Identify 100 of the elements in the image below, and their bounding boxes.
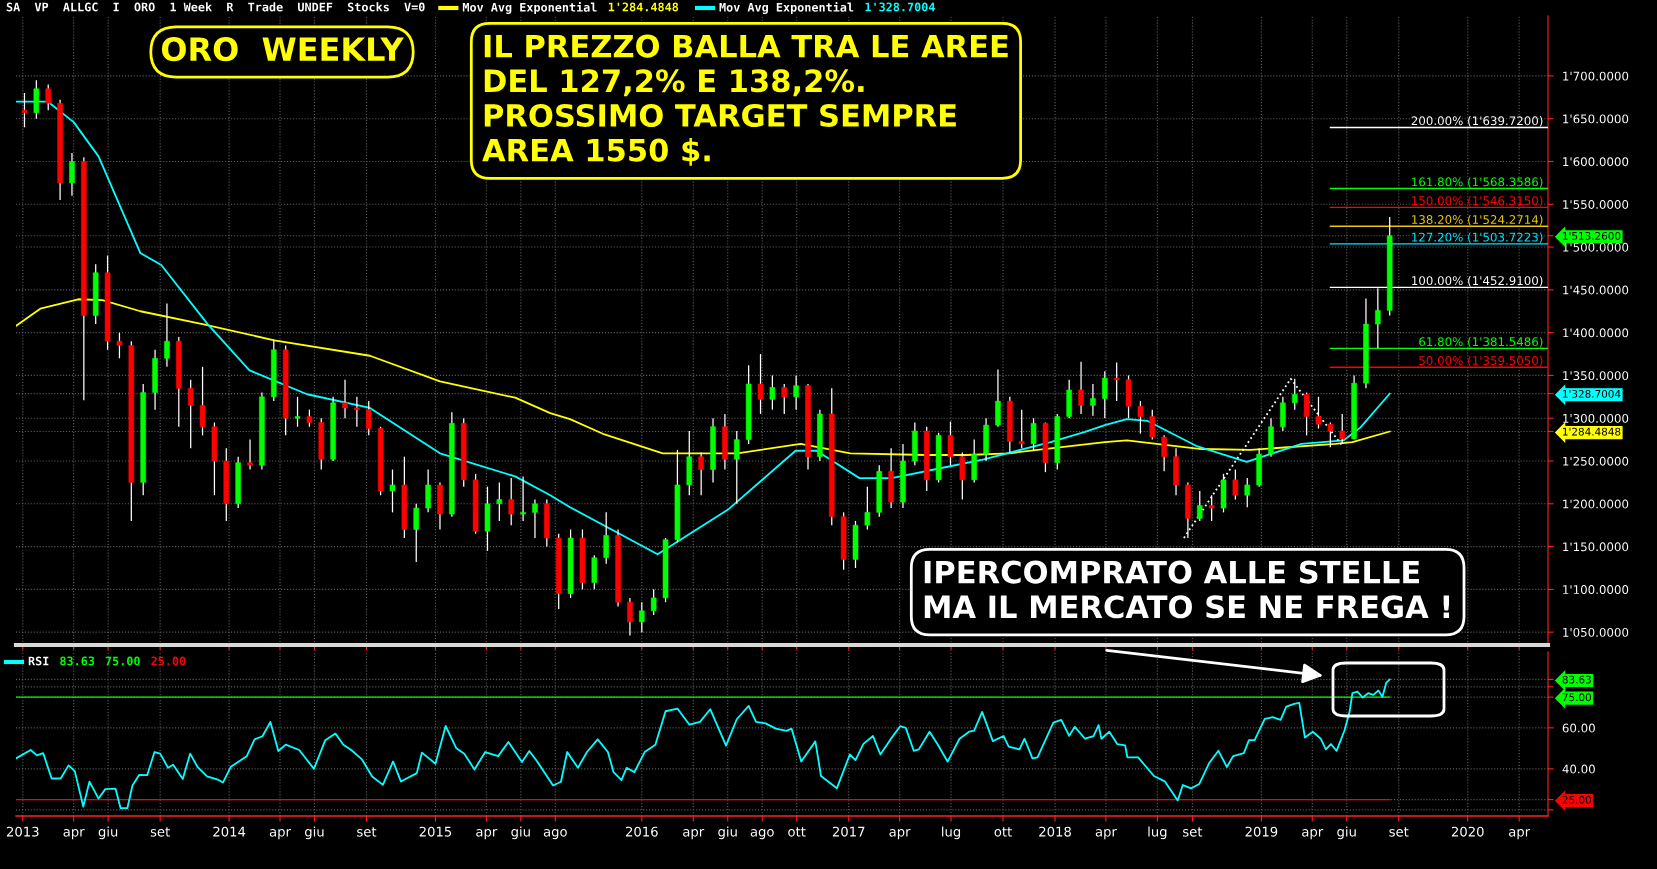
candlestick [342, 379, 348, 419]
candlestick [1030, 417, 1037, 452]
candlestick [354, 396, 360, 428]
legend-label: Mov Avg Exponential [719, 1, 854, 15]
x-tick-label: 2018 [1039, 826, 1071, 837]
y-tick-label: 1'200.0000 [1563, 499, 1629, 509]
candlestick [959, 451, 966, 501]
candlestick [164, 302, 170, 368]
candlestick [1244, 477, 1251, 508]
x-tick-label: 2016 [625, 826, 658, 837]
candlestick [116, 332, 123, 359]
annotation: IL PREZZO BALLA TRA LE AREE DEL 127,2% E 138,2%. PROSSIMO TARGET SEMPRE AREA 1550 $. [482, 34, 1008, 166]
candlestick [781, 383, 788, 415]
x-tick-label: apr [683, 829, 705, 840]
candlestick [995, 368, 1001, 428]
y-tick-label: 1'050.0000 [1563, 627, 1629, 637]
candlestick [247, 438, 253, 471]
text: ORO WEEKLY [161, 37, 404, 62]
candlestick [793, 374, 799, 411]
candlestick [1280, 396, 1286, 432]
x-tick-label: lug [942, 826, 961, 840]
x-tick-label: ago [750, 829, 774, 840]
legend-label: RSI [28, 656, 49, 666]
text: 25.00 [151, 656, 186, 666]
candlestick [1102, 370, 1108, 419]
candlestick [1161, 434, 1167, 472]
x-tick-label: ott [994, 827, 1012, 837]
x-tick-label: apr [1302, 829, 1324, 840]
ref-line-label: 138.20% (1'524.2714) [1412, 214, 1543, 226]
candlestick [21, 92, 28, 128]
candlestick [1303, 391, 1310, 436]
candlestick [425, 468, 431, 513]
candlestick [508, 477, 514, 526]
x-tick-label: apr [1095, 829, 1117, 840]
candlestick [520, 475, 526, 522]
candlestick [45, 83, 51, 111]
y-tick-label: 1'284.4848 [1563, 427, 1621, 436]
candlestick [639, 601, 645, 633]
candlestick [1232, 468, 1239, 501]
candlestick [1078, 361, 1084, 415]
x-tick-label: ago [543, 829, 567, 840]
x-tick-label: 2014 [213, 826, 246, 837]
candlestick [947, 421, 954, 466]
y-tick-label: 1'550.0000 [1563, 200, 1629, 209]
x-tick-label: lug [1148, 826, 1167, 840]
x-tick-label: set [1183, 827, 1203, 837]
candlestick [603, 511, 609, 565]
x-tick-label: apr [889, 829, 911, 840]
x-tick-label: 2020 [1451, 826, 1484, 837]
x-tick-label: set [1389, 827, 1409, 837]
y-tick-label: 25.00 [1562, 795, 1592, 804]
candlestick [1196, 490, 1203, 522]
candlestick [33, 79, 40, 120]
candlestick [627, 597, 633, 637]
x-tick-label: ott [788, 827, 806, 837]
candlestick [1315, 396, 1322, 430]
candlestick [496, 481, 503, 522]
candlestick [1090, 383, 1096, 417]
legend-label: Mov Avg Exponential [462, 1, 597, 15]
x-tick-label: 2019 [1245, 826, 1278, 837]
x-tick-label: set [150, 827, 170, 837]
candlestick [532, 498, 538, 539]
candlestick [698, 451, 704, 496]
y-tick-label: 1'150.0000 [1563, 542, 1629, 552]
x-tick-label: 2013 [6, 826, 39, 837]
y-tick-label: 1'350.0000 [1563, 371, 1629, 381]
y-tick-label: 1'700.0000 [1563, 71, 1629, 81]
y-tick-label: 1'450.0000 [1563, 285, 1629, 295]
candlestick [864, 486, 871, 531]
candlestick [650, 588, 657, 616]
candlestick [199, 366, 206, 436]
x-tick-label: giu [305, 826, 324, 840]
x-tick-label: giu [98, 826, 118, 840]
x-tick-label: giu [718, 826, 737, 840]
ref-line-label: 150.00% (1'546.3150) [1412, 196, 1543, 207]
x-tick-label: apr [269, 829, 291, 840]
ref-line-label: 100.00% (1'452.9100) [1412, 275, 1543, 287]
ref-line-label: 200.00% (1'639.7200) [1411, 116, 1543, 127]
candlestick [1018, 409, 1025, 449]
candlestick [413, 503, 420, 563]
y-tick-label: 1'300.0000 [1563, 413, 1629, 423]
x-tick-label: giu [511, 826, 530, 840]
candlestick [294, 396, 301, 428]
x-tick-label: apr [63, 829, 85, 840]
candlestick [389, 468, 396, 513]
y-tick-label: 1'513.2600 [1563, 231, 1621, 240]
candlestick [365, 400, 372, 436]
ref-line-label: 61.80% (1'381.5486) [1419, 337, 1543, 348]
candlestick [1137, 400, 1144, 435]
candlestick [69, 152, 75, 197]
y-tick-label: 1'600.0000 [1563, 157, 1629, 167]
x-tick-label: 2015 [419, 826, 452, 837]
y-tick-label: 1'400.0000 [1563, 328, 1629, 338]
chart-subtitle: SA VP ALLGC I ORO 1 Week R Trade UNDEF Stocks V=0 [6, 2, 425, 12]
text: 1'284.4848 [608, 2, 679, 12]
y-tick-label: 1'328.7004 [1563, 389, 1621, 398]
candlestick [1113, 361, 1120, 402]
text: 83.63 [60, 656, 95, 666]
candlestick [769, 374, 776, 411]
ref-line-label: 161.80% (1'568.3586) [1412, 177, 1543, 188]
